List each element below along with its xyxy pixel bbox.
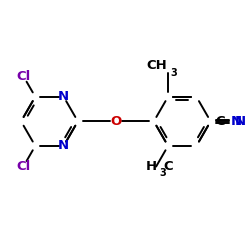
Text: CH: CH (146, 59, 167, 72)
Text: N: N (58, 90, 69, 103)
Text: N: N (234, 115, 246, 128)
Text: O: O (110, 115, 122, 128)
Text: C: C (164, 160, 173, 173)
Text: Cl: Cl (16, 160, 30, 173)
Text: H: H (146, 160, 157, 173)
Text: N: N (58, 140, 69, 152)
Text: 3: 3 (159, 168, 166, 178)
Text: N: N (231, 115, 242, 128)
Text: C: C (216, 115, 225, 128)
Text: Cl: Cl (16, 70, 30, 83)
Text: 3: 3 (170, 68, 177, 78)
